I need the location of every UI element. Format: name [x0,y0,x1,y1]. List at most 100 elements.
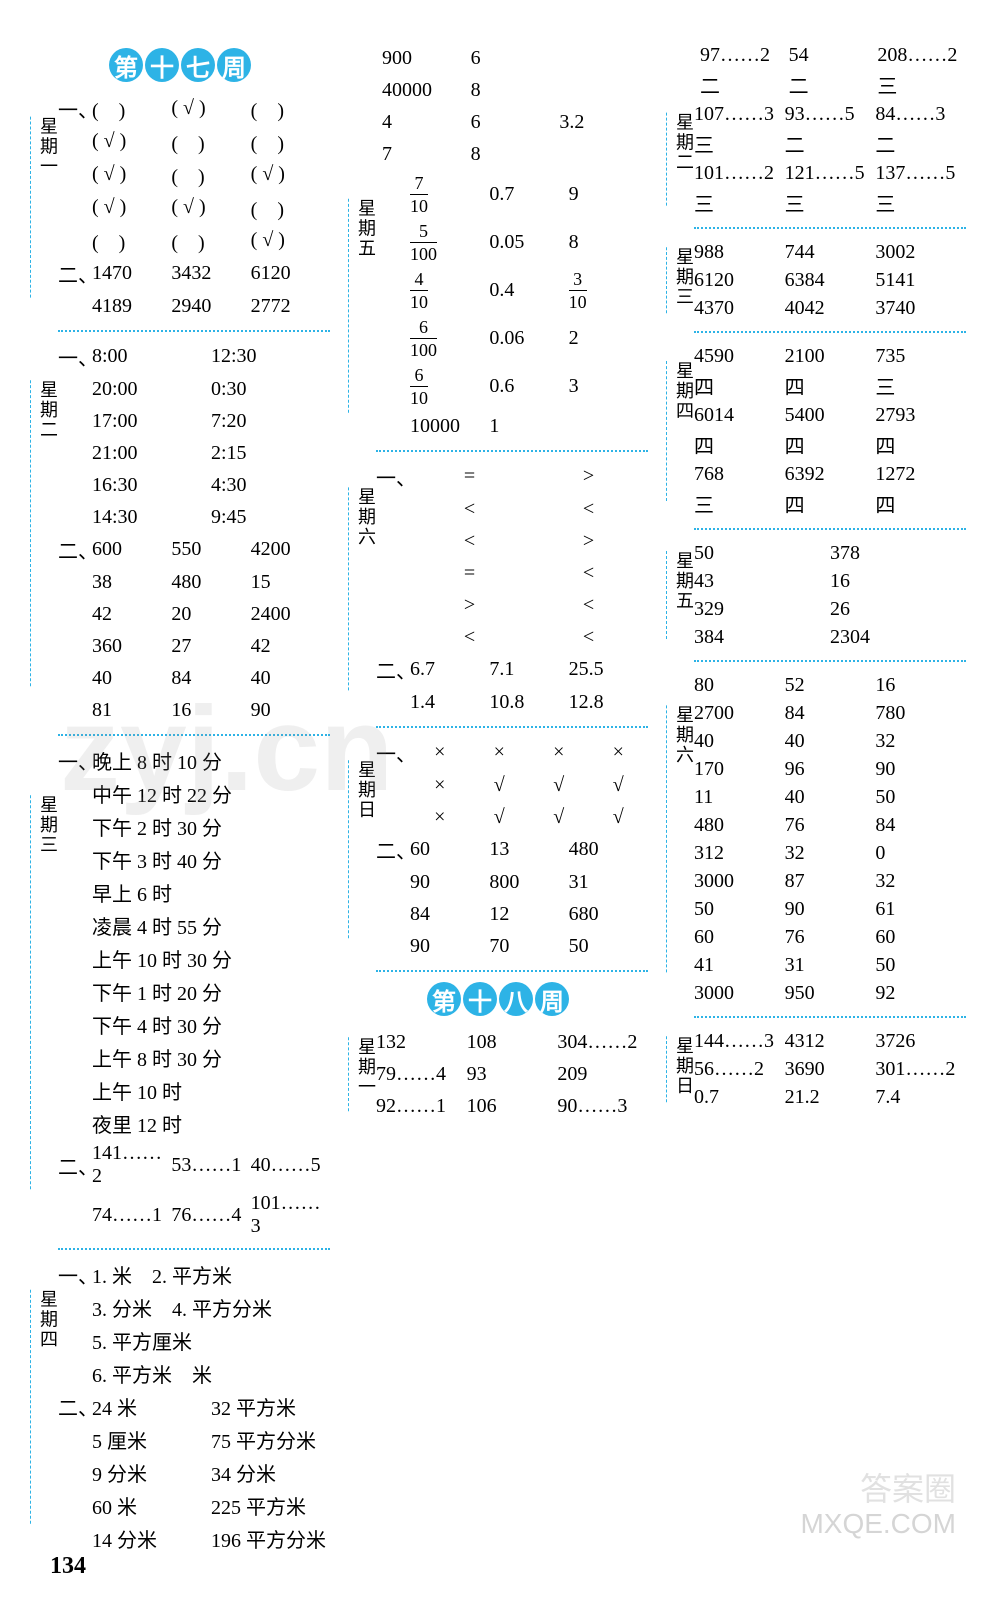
cell: 0.7 [489,183,568,206]
cell: 304……2 [557,1031,648,1054]
cell: 60 [875,926,966,949]
cell: 61 [875,898,966,921]
cell: 8 [471,79,560,102]
cell: 480 [694,814,785,837]
cell: 42 [92,603,171,626]
cell: 9 [569,183,648,206]
cell: 1. 米 2. 平方米 [92,1260,330,1289]
cell: ( ) [171,160,250,189]
fraction: 610 [410,366,428,407]
cell: 2793 [875,404,966,427]
cell: = [410,562,529,585]
cell: 0.7 [694,1086,785,1109]
cell: 6.7 [410,658,489,681]
cell: 四 [875,489,966,518]
cell: 27 [171,635,250,658]
cell: 21.2 [785,1086,876,1109]
cell: 208……2 [877,44,966,67]
cell: 三 [694,129,785,158]
cell: 8 [569,231,648,254]
cell: 780 [875,702,966,725]
cell: 6 [471,111,560,134]
separator [694,1016,966,1018]
cell: 92 [875,982,966,1005]
cell: 13 [489,838,568,861]
cell: 6 [471,47,560,70]
section-lead: 一、 [58,342,92,371]
cell: ( √ ) [251,229,330,252]
cell: 16 [875,674,966,697]
cell: 80 [694,674,785,697]
cell: 93 [467,1063,558,1086]
cell: 170 [694,758,785,781]
cell: 50 [875,954,966,977]
cell: 6014 [694,404,785,427]
cell: 32 [875,730,966,753]
cell: 25.5 [569,658,648,681]
cell: 三 [877,70,966,99]
column-3: 97……254208……2 二二三 星期二 107……393……584……3三二… [666,40,966,1560]
fraction: 310 [569,270,587,311]
day-label-sat: 星期六 [666,705,697,972]
cell: 17:00 [92,410,211,433]
cell: 16 [171,699,250,722]
cell: 92……1 [376,1095,467,1118]
cell: 360 [92,635,171,658]
cell: ( √ ) [171,97,250,120]
week17-tue: 星期二 一、8:0012:30 20:000:30 17:007:20 21:0… [30,342,330,724]
title-char: 第 [427,982,461,1016]
cell: 2 [569,327,648,350]
section-lead: 一、 [58,1260,92,1289]
cell: 2:15 [211,442,330,465]
cell: 768 [694,463,785,486]
cell: 上午 10 时 [92,1076,330,1105]
title-char: 第 [109,48,143,82]
cell: 75 平方分米 [211,1425,330,1454]
cell: 7:20 [211,410,330,433]
cell: 900 [382,47,471,70]
title-char: 周 [535,982,569,1016]
cell: 50 [694,542,830,565]
week18-sun: 星期日 144……34312372656……23690301……20.721.2… [666,1028,966,1110]
cell: 40 [785,730,876,753]
cell: 24 米 [92,1392,211,1421]
day-label-mon: 星期一 [348,1037,379,1111]
cell: 225 平方米 [211,1491,330,1520]
cell: 90 [251,699,330,722]
cell: = [410,465,529,488]
week17-thu: 星期四 一、1. 米 2. 平方米 3. 分米 4. 平方分米 5. 平方厘米 … [30,1260,330,1553]
cell: 三 [875,188,966,217]
cell: 40 [251,667,330,690]
cell: 70 [489,935,568,958]
cell: 40……5 [251,1154,330,1177]
cell: 106 [467,1095,558,1118]
cell: 上午 10 时 30 分 [92,944,330,973]
cell: 15 [251,571,330,594]
cell: × [410,774,470,797]
cell: 二 [789,70,878,99]
day-label-fri: 星期五 [666,551,697,639]
cell: √ [470,806,530,829]
day-label-wed: 星期三 [30,795,61,1189]
column-1: 第十七周 星期一 一、 ( )( √ )( ) ( √ )( )( ) ( √ … [30,40,330,1560]
cell: 56……2 [694,1058,785,1081]
cell: ( ) [92,94,171,123]
cell: ( ) [251,127,330,156]
cell: 20:00 [92,378,211,401]
cell: 2772 [251,295,330,318]
cell: √ [529,806,589,829]
cell: 0.4 [489,279,568,302]
cell: 312 [694,842,785,865]
cell: 108 [467,1031,558,1054]
cell: 5141 [875,269,966,292]
cell: 早上 6 时 [92,878,330,907]
cell: 凌晨 4 时 55 分 [92,911,330,940]
cell: > [529,530,648,553]
cell: 32 平方米 [211,1392,330,1421]
cell: 12.8 [569,691,648,714]
cell: 12:30 [211,345,330,368]
cell: 4189 [92,295,171,318]
cell: 0.05 [489,231,568,254]
cell: 14 分米 [92,1524,211,1553]
cell: 93……5 [785,103,876,126]
